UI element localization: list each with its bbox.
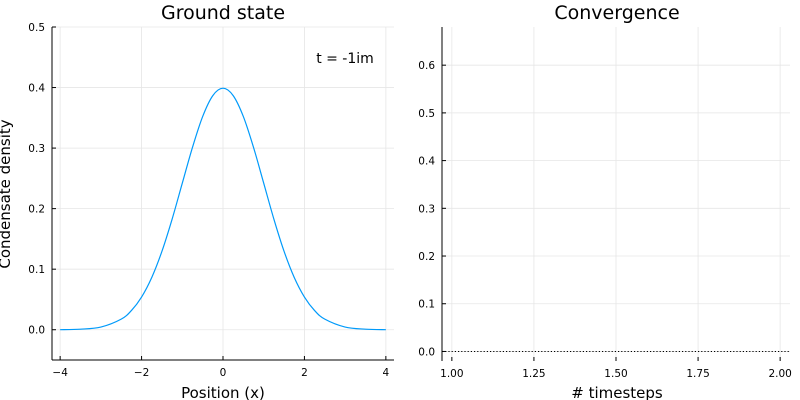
convergence-ticks: 1.00 1.25 1.50 1.75 2.00 0.0 0.1 0.2 0.3 0.4 0.5 0.… xyxy=(418,60,792,380)
ground-state-y-tick-label: 0.2 xyxy=(28,204,45,216)
convergence-y-tick-label: 0.3 xyxy=(418,203,435,215)
ground-state-panel: Ground state −4 −2 0 2 4 0.0 0.1 0.2 0.3 0.4 0.5 t… xyxy=(0,2,394,400)
convergence-panel: Convergence 1.00 1.25 1.50 1.75 2.00 0.0 0.1 0.… xyxy=(418,2,792,400)
ground-state-y-tick-label: 0.4 xyxy=(28,83,45,95)
convergence-x-tick-label: 1.25 xyxy=(522,368,545,380)
ground-state-x-tick-label: −2 xyxy=(134,367,149,379)
ground-state-x-tick-label: 0 xyxy=(220,367,227,379)
convergence-grid xyxy=(442,27,790,361)
ground-state-title: Ground state xyxy=(161,2,285,24)
ground-state-ticks: −4 −2 0 2 4 0.0 0.1 0.2 0.3 0.4 0.5 xyxy=(28,22,389,379)
convergence-y-tick-label: 0.0 xyxy=(418,346,435,358)
ground-state-x-tick-label: −4 xyxy=(52,367,68,379)
ground-state-y-tick-label: 0.0 xyxy=(28,325,45,337)
time-annotation: t = -1im xyxy=(316,51,374,67)
ground-state-series xyxy=(60,87,386,331)
ground-state-y-tick-label: 0.3 xyxy=(28,143,45,155)
convergence-y-tick-label: 0.6 xyxy=(418,60,435,72)
convergence-y-tick-label: 0.1 xyxy=(418,299,435,311)
ground-state-x-tick-label: 2 xyxy=(301,367,308,379)
ground-state-y-tick-label: 0.1 xyxy=(28,264,45,276)
density-curve xyxy=(60,87,386,331)
convergence-x-tick-label: 1.50 xyxy=(604,368,627,380)
convergence-y-tick-label: 0.4 xyxy=(418,156,435,168)
ground-state-x-label: Position (x) xyxy=(181,384,265,400)
ground-state-y-label: Condensate density xyxy=(0,119,14,268)
ground-state-y-tick-label: 0.5 xyxy=(28,22,45,34)
convergence-title: Convergence xyxy=(554,2,679,24)
convergence-y-tick-label: 0.2 xyxy=(418,251,435,263)
ground-state-grid xyxy=(52,26,394,360)
convergence-y-tick-label: 0.5 xyxy=(418,108,435,120)
convergence-x-tick-label: 1.00 xyxy=(440,368,463,380)
ground-state-x-tick-label: 4 xyxy=(383,367,390,379)
convergence-x-tick-label: 2.00 xyxy=(768,368,791,380)
convergence-x-label: # timesteps xyxy=(571,384,663,400)
convergence-x-tick-label: 1.75 xyxy=(686,368,709,380)
